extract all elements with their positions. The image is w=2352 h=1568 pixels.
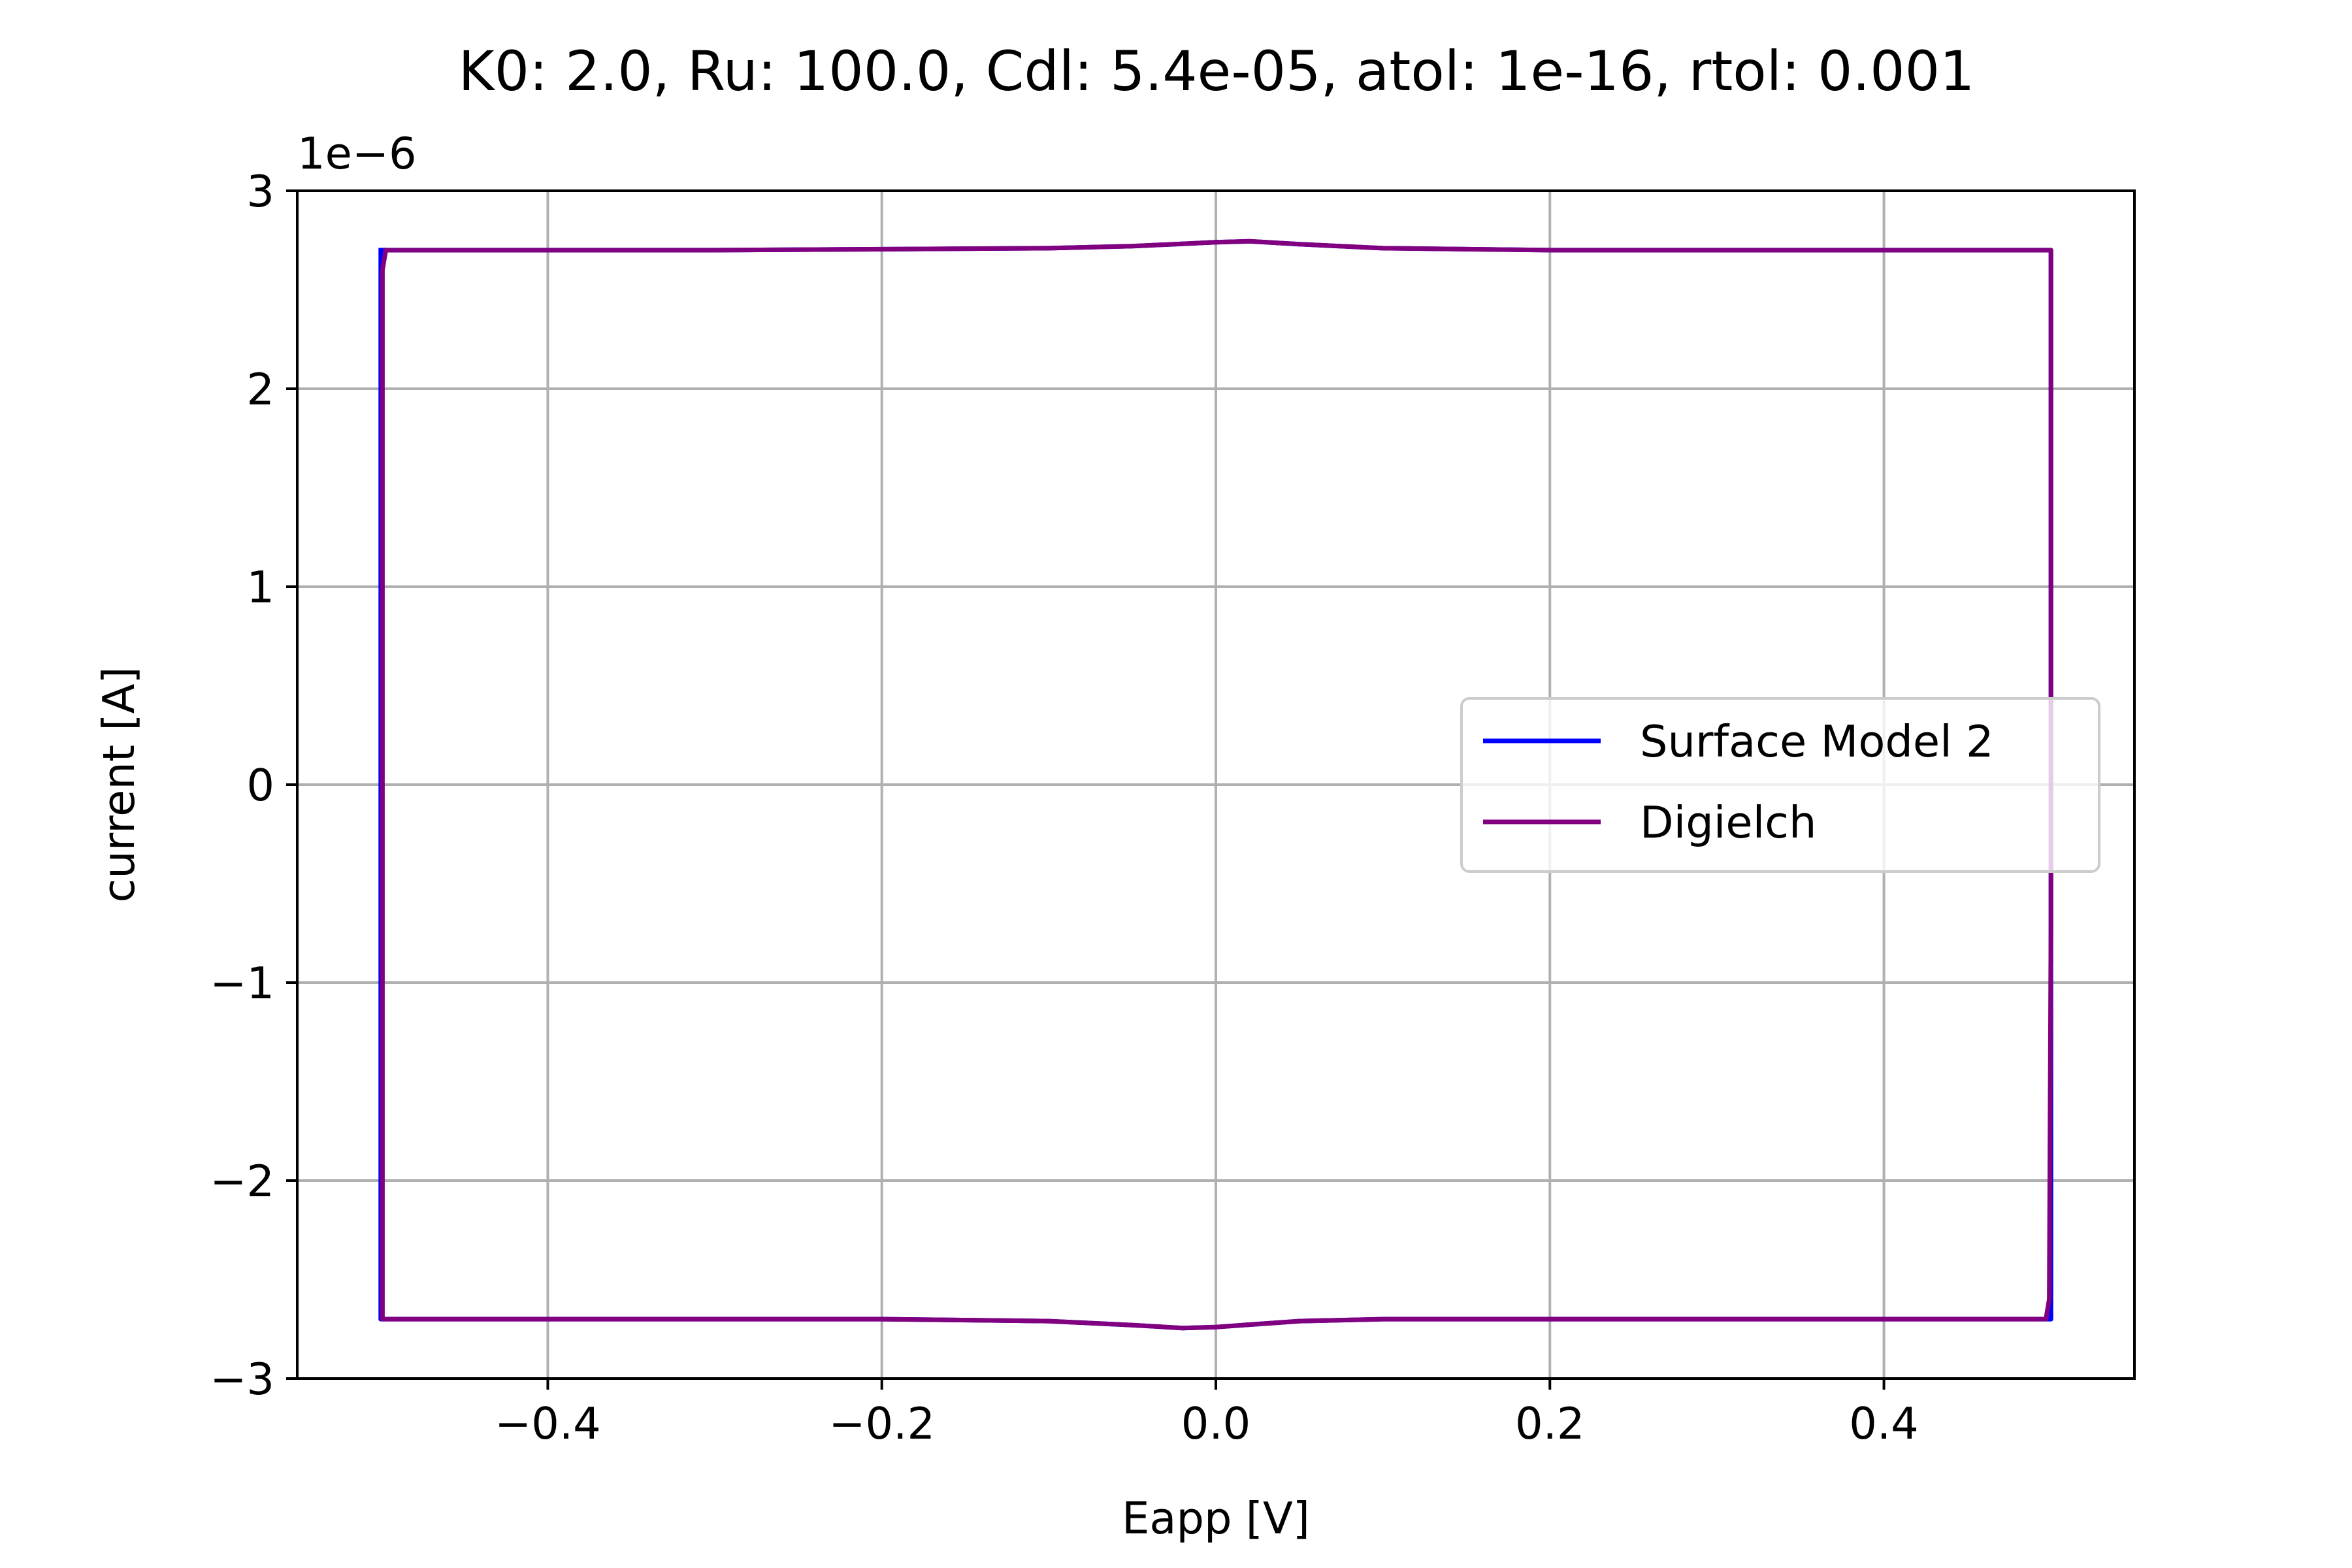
x-tick-label-0-2: 0.2 bbox=[1515, 1398, 1585, 1449]
y-axis-label: current [A] bbox=[93, 666, 144, 902]
legend-label-surface-model-2: Surface Model 2 bbox=[1640, 716, 1994, 767]
series-lines bbox=[378, 238, 2053, 1331]
chart-title: K0: 2.0, Ru: 100.0, Cdl: 5.4e-05, atol: … bbox=[459, 39, 1975, 103]
y-tick-label-minus-3: −3 bbox=[210, 1354, 274, 1405]
y-tick-label-0: 0 bbox=[246, 760, 274, 811]
legend-box bbox=[1460, 697, 2100, 873]
y-tick-label-minus-1: −1 bbox=[210, 958, 274, 1009]
legend: Surface Model 2 Digielch bbox=[1460, 697, 2100, 873]
x-tick-label-minus-0-2: −0.2 bbox=[828, 1398, 935, 1449]
x-tick-label-0-4: 0.4 bbox=[1849, 1398, 1919, 1449]
axis-ticks: −0.4 −0.2 0.0 0.2 0.4 −3 −2 −1 0 1 2 3 bbox=[210, 166, 1919, 1449]
y-tick-label-minus-2: −2 bbox=[210, 1156, 274, 1207]
series-line-digielch bbox=[380, 238, 2053, 1331]
x-tick-label-minus-0-4: −0.4 bbox=[495, 1398, 601, 1449]
y-axis-offset-label: 1e−6 bbox=[297, 128, 417, 179]
y-tick-label-3: 3 bbox=[246, 166, 274, 217]
y-tick-label-2: 2 bbox=[246, 364, 274, 415]
x-axis-label: Eapp [V] bbox=[1122, 1493, 1310, 1544]
x-tick-label-0-0: 0.0 bbox=[1181, 1398, 1251, 1449]
legend-label-digielch: Digielch bbox=[1640, 797, 1817, 848]
y-tick-label-1: 1 bbox=[246, 562, 274, 613]
